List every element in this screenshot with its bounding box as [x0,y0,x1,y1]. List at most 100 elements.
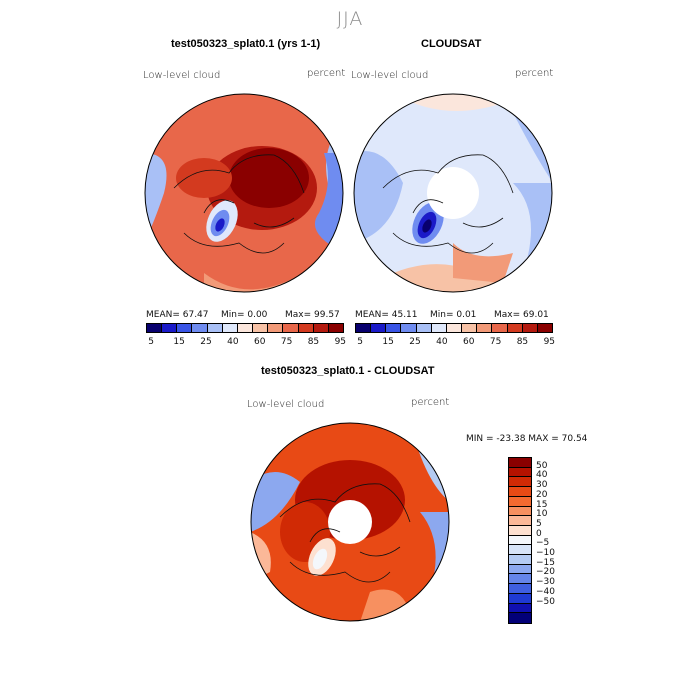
panel-2-max: Max= 69.01 [494,310,549,320]
diff-colorbar-label: 15 [536,499,548,510]
diff-colorbar-label: 5 [536,518,542,529]
diff-colorbar-swatch [509,535,531,546]
diff-colorbar-label: −10 [536,548,555,559]
diff-colorbar-swatch [509,458,531,468]
panel-3-field-label: Low-level cloud [247,399,325,410]
diff-colorbar-swatch [509,574,531,585]
panel-1-colorbar-tick-label: 40 [227,337,239,347]
panel-2-units-label: percent [515,68,554,79]
diff-colorbar-labels: 50 40 30 20 15 10 5 0 −5 −10 −15 −20 −30 −40 −50 [536,457,576,622]
diff-colorbar-swatch [509,516,531,526]
diff-colorbar-swatch [509,477,531,488]
panel-1-max: Max= 99.57 [285,310,340,320]
diff-colorbar-swatch [509,525,531,536]
panel-1-colorbar-ticks: 5 15 25 40 60 75 85 95 [146,337,347,349]
diff-colorbar-swatch [509,555,531,565]
diff-colorbar-swatch [509,506,531,517]
panel-3-minmax: MIN = -23.38 MAX = 70.54 [466,434,588,444]
diff-colorbar [508,457,532,624]
diff-colorbar-label: −30 [536,577,555,588]
panel-2-colorbar-swatch [492,324,508,332]
panel-1-colorbar-tick-label: 15 [173,337,185,347]
panel-2-colorbar-tick-label: 85 [516,337,529,347]
panel-1-colorbar-swatch [177,324,193,332]
panel-1-colorbar-swatch [222,324,238,332]
panel-2-colorbar-swatch [462,324,478,332]
diff-colorbar-label: −5 [536,538,550,549]
panel-2-polar-map [353,93,553,293]
diff-colorbar-label: 20 [536,489,548,500]
diff-colorbar-swatch [509,467,531,478]
diff-colorbar-swatch [509,593,531,604]
panel-1-colorbar-tick-label: 5 [148,337,155,347]
panel-1-colorbar-swatch [207,324,223,332]
panel-2-colorbar-tick-label: 75 [489,337,502,347]
panel-1-mean: MEAN= 67.47 [146,310,209,320]
panel-2-colorbar-swatch [431,324,447,332]
season-title: JJA [336,8,364,30]
panel-2-colorbar-swatch [356,324,372,332]
panel-2-colorbar-tick-label: 60 [462,337,475,347]
panel-2-colorbar [355,323,553,333]
diff-colorbar-label: −15 [536,557,555,568]
panel-1-colorbar-swatch [298,324,314,332]
panel-2-colorbar-swatch [477,324,493,332]
panel-2-colorbar-tick-label: 5 [357,337,364,347]
panel-2-title: CLOUDSAT [421,38,482,50]
panel-3-title: test050323_splat0.1 - CLOUDSAT [261,365,435,377]
diff-colorbar-label: 50 [536,460,548,471]
diff-colorbar-label: 0 [536,528,542,539]
panel-1-colorbar-swatch [328,324,344,332]
panel-1-colorbar [146,323,344,333]
panel-2-colorbar-swatch [401,324,417,332]
panel-2-colorbar-tick-label: 15 [382,337,394,347]
panel-2-colorbar-swatch [386,324,402,332]
panel-2-colorbar-tick-label: 95 [543,337,556,347]
panel-1-field-label: Low-level cloud [143,70,221,81]
panel-1-colorbar-tick-label: 85 [307,337,320,347]
panel-2-colorbar-swatch [416,324,432,332]
diff-colorbar-swatch [509,564,531,575]
panel-1-polar-map [144,93,344,293]
diff-colorbar-swatch [509,584,531,594]
diff-colorbar-swatch [509,545,531,556]
panel-2-colorbar-swatch [537,324,553,332]
diff-colorbar-label: 10 [536,509,548,520]
panel-1-colorbar-swatch [237,324,254,332]
diff-colorbar-label: 40 [536,470,548,481]
diff-colorbar-swatch [509,613,531,623]
panel-1-colorbar-swatch [192,324,208,332]
diff-colorbar-swatch [509,496,531,507]
panel-1-colorbar-tick-label: 25 [200,337,212,347]
panel-1-title: test050323_splat0.1 (yrs 1-1) [171,38,321,50]
panel-1-min: Min= 0.00 [221,310,268,320]
panel-2-mean: MEAN= 45.11 [355,310,418,320]
diff-colorbar-swatch [509,603,531,614]
panel-2-colorbar-tick-label: 40 [436,337,448,347]
panel-2-colorbar-swatch [522,324,538,332]
panel-1-colorbar-swatch [283,324,299,332]
panel-2-field-label: Low-level cloud [351,70,429,81]
panel-2-colorbar-tick-label: 25 [409,337,421,347]
panel-1-colorbar-swatch [253,324,269,332]
panel-1-colorbar-swatch [268,324,284,332]
diff-colorbar-label: −20 [536,567,555,578]
diff-colorbar-swatch [509,487,531,497]
panel-1-colorbar-swatch [162,324,178,332]
panel-1-colorbar-tick-label: 60 [253,337,266,347]
panel-3-units-label: percent [411,397,450,408]
diff-colorbar-label: −40 [536,586,555,597]
panel-2-colorbar-ticks: 5 15 25 40 60 75 85 95 [355,337,556,349]
panel-2-colorbar-swatch [507,324,523,332]
panel-1-colorbar-tick-label: 95 [334,337,347,347]
panel-1-colorbar-swatch [147,324,163,332]
panel-2-colorbar-swatch [446,324,463,332]
diff-colorbar-label: 30 [536,480,548,491]
diff-colorbar-label: −50 [536,596,555,607]
panel-3-polar-map [250,422,450,622]
panel-2-colorbar-swatch [371,324,387,332]
panel-1-colorbar-swatch [313,324,329,332]
panel-1-colorbar-tick-label: 75 [280,337,293,347]
panel-2-min: Min= 0.01 [430,310,477,320]
panel-1-units-label: percent [307,68,346,79]
